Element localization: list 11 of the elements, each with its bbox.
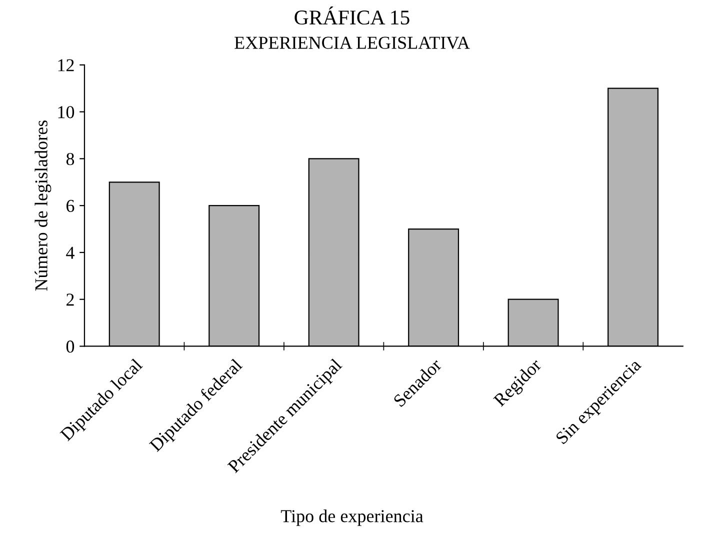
chart-subtitle: EXPERIENCIA LEGISLATIVA [234,36,470,49]
y-tick-label: 6 [66,200,74,212]
y-tick-label: 0 [66,340,74,353]
x-axis-title: Tipo de experiencia [280,510,424,526]
y-tick-label: 8 [66,152,74,166]
chart-title: GRÁFICA 15 [294,6,410,25]
y-tick-label: 2 [66,294,74,306]
y-tick-label: 10 [58,106,74,118]
y-tick-label: 12 [58,59,74,72]
y-tick-label: 4 [66,246,74,259]
y-axis-title: Número de legisladores [34,120,52,291]
